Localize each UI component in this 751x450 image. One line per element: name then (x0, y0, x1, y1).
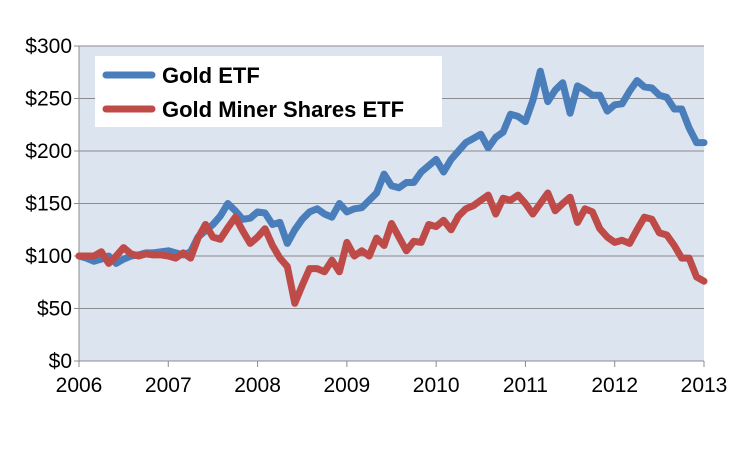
x-tick-label: 2007 (145, 374, 192, 397)
legend: Gold ETF Gold Miner Shares ETF (95, 56, 442, 127)
series-lines (75, 67, 708, 307)
y-tick-label: $0 (49, 350, 72, 373)
legend-label-gold-miner-shares-etf: Gold Miner Shares ETF (162, 97, 404, 122)
y-tick-label: $200 (25, 140, 72, 163)
y-tick-label: $300 (25, 35, 72, 58)
x-tick-label: 2013 (681, 374, 728, 397)
x-tick-label: 2011 (503, 374, 548, 397)
x-tick-label: 2006 (56, 374, 103, 397)
y-tick-label: $150 (25, 193, 72, 216)
y-tick-label: $250 (25, 88, 72, 111)
y-tick-label: $50 (37, 298, 72, 321)
x-tick-label: 2008 (234, 374, 281, 397)
series-line-gold-miner-shares-etf (75, 189, 708, 307)
y-axis-ticks: $0 $50 $100 $150 $200 $250 $300 (25, 35, 79, 373)
y-tick-label: $100 (25, 245, 72, 268)
x-tick-label: 2010 (413, 374, 460, 397)
x-axis-ticks: 2006 2007 2008 2009 2010 2011 2012 2013 (56, 361, 728, 397)
x-tick-label: 2012 (591, 374, 638, 397)
x-tick-label: 2009 (323, 374, 370, 397)
legend-box (95, 56, 442, 127)
legend-label-gold-etf: Gold ETF (162, 63, 260, 88)
